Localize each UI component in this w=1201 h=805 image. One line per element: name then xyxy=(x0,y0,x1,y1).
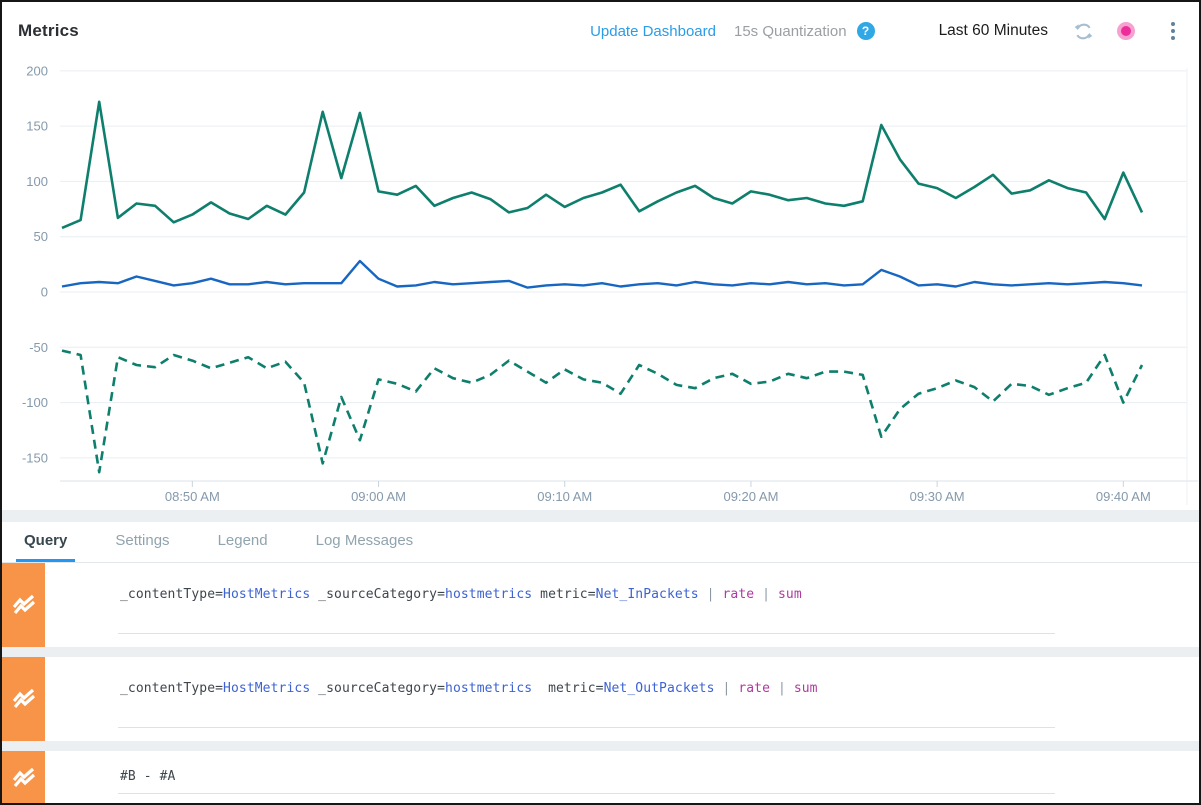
metrics-query-icon[interactable] xyxy=(2,657,45,741)
svg-text:0: 0 xyxy=(41,285,48,300)
chart-series-c xyxy=(62,351,1142,473)
svg-text:150: 150 xyxy=(26,119,48,134)
svg-text:-150: -150 xyxy=(22,450,48,465)
metrics-panel: Metrics Update Dashboard 15s Quantizatio… xyxy=(0,0,1201,805)
time-range-selector[interactable]: Last 60 Minutes xyxy=(939,22,1048,40)
svg-text:09:10 AM: 09:10 AM xyxy=(537,489,592,504)
more-menu-icon[interactable] xyxy=(1165,17,1181,45)
query-text[interactable]: _contentType=HostMetrics _sourceCategory… xyxy=(120,681,818,696)
input-underline xyxy=(118,633,1055,634)
svg-text:08:50 AM: 08:50 AM xyxy=(165,489,220,504)
panel-tabs: Query Settings Legend Log Messages xyxy=(2,522,1199,563)
refresh-icon[interactable] xyxy=(1074,22,1093,41)
panel-header: Metrics Update Dashboard 15s Quantizatio… xyxy=(2,2,1199,60)
help-icon[interactable]: ? xyxy=(857,22,875,40)
svg-text:09:30 AM: 09:30 AM xyxy=(910,489,965,504)
tab-log-messages[interactable]: Log Messages xyxy=(308,522,422,562)
page-title: Metrics xyxy=(18,21,79,41)
query-row: #B - #A xyxy=(2,751,1199,803)
query-text[interactable]: _contentType=HostMetrics _sourceCategory… xyxy=(120,587,802,602)
svg-text:09:40 AM: 09:40 AM xyxy=(1096,489,1151,504)
query-input[interactable]: _contentType=HostMetrics _sourceCategory… xyxy=(45,657,1199,741)
svg-text:200: 200 xyxy=(26,63,48,78)
query-text[interactable]: #B - #A xyxy=(120,769,176,784)
query-rows: _contentType=HostMetrics _sourceCategory… xyxy=(2,563,1199,803)
section-divider xyxy=(2,510,1199,522)
input-underline xyxy=(118,793,1055,794)
svg-text:09:00 AM: 09:00 AM xyxy=(351,489,406,504)
update-dashboard-link[interactable]: Update Dashboard xyxy=(590,23,716,40)
tab-legend[interactable]: Legend xyxy=(210,522,276,562)
query-row: _contentType=HostMetrics _sourceCategory… xyxy=(2,657,1199,741)
tab-settings[interactable]: Settings xyxy=(107,522,177,562)
svg-text:-100: -100 xyxy=(22,395,48,410)
quantization-label: 15s Quantization xyxy=(734,23,847,40)
tab-query[interactable]: Query xyxy=(16,522,75,562)
svg-text:50: 50 xyxy=(34,229,48,244)
live-status-icon[interactable] xyxy=(1117,22,1135,40)
svg-text:09:20 AM: 09:20 AM xyxy=(723,489,778,504)
metrics-query-icon[interactable] xyxy=(2,563,45,647)
query-input[interactable]: _contentType=HostMetrics _sourceCategory… xyxy=(45,563,1199,647)
header-controls: Update Dashboard 15s Quantization ? Last… xyxy=(590,17,1181,45)
svg-text:100: 100 xyxy=(26,174,48,189)
svg-text:-50: -50 xyxy=(29,340,48,355)
chart-svg: 200 150 100 50 0 -50 -100 -150 08:50 AM 09:00 AM 0… xyxy=(2,60,1199,510)
metrics-chart[interactable]: 200 150 100 50 0 -50 -100 -150 08:50 AM 09:00 AM 0… xyxy=(2,60,1199,510)
input-underline xyxy=(118,727,1055,728)
chart-series-b xyxy=(62,261,1142,288)
metrics-query-icon[interactable] xyxy=(2,751,45,803)
query-row: _contentType=HostMetrics _sourceCategory… xyxy=(2,563,1199,647)
query-input[interactable]: #B - #A xyxy=(45,751,1199,803)
chart-series-a xyxy=(62,102,1142,228)
